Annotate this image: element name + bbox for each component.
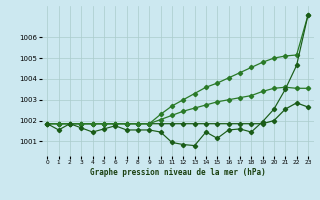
X-axis label: Graphe pression niveau de la mer (hPa): Graphe pression niveau de la mer (hPa) xyxy=(90,168,266,177)
